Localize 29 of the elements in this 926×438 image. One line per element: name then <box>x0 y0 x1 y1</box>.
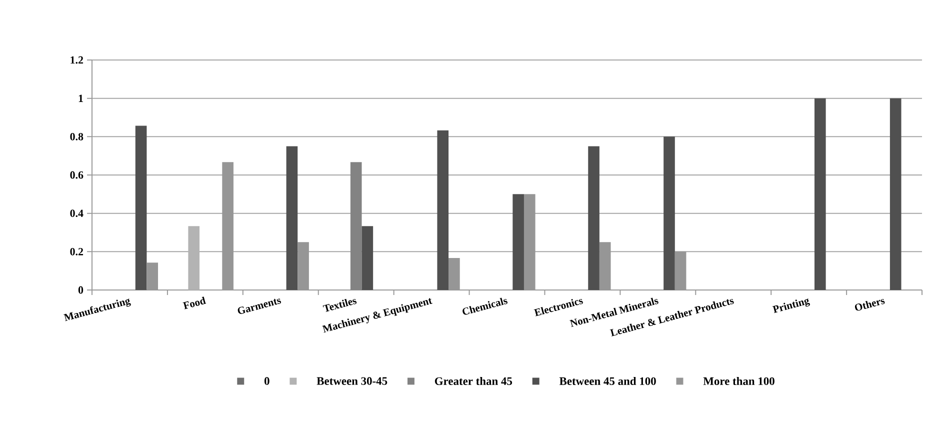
legend-label: 0 <box>264 377 270 385</box>
x-tick-label: Printing <box>772 298 810 314</box>
y-tick-label: 0.4 <box>70 210 84 218</box>
legend-label: Between 30-45 <box>316 377 388 385</box>
bar <box>135 126 147 290</box>
bar <box>437 130 449 290</box>
bar <box>512 194 524 290</box>
x-tick-label: Others <box>854 298 885 311</box>
bar <box>286 146 298 290</box>
x-tick-label: Textiles <box>322 298 357 312</box>
y-tick-label: 0 <box>78 286 84 294</box>
bar <box>814 98 826 290</box>
bar <box>890 98 902 290</box>
x-tick-label: Chemicals <box>462 298 508 315</box>
bar <box>664 136 675 290</box>
bar <box>362 226 374 290</box>
y-tick-label: 1 <box>78 94 83 102</box>
legend-label: More than 100 <box>703 376 774 386</box>
bar <box>350 162 362 290</box>
bar <box>588 146 600 290</box>
bar <box>188 226 200 290</box>
y-tick-label: 0.2 <box>70 248 84 256</box>
y-tick-label: 0.6 <box>70 171 84 179</box>
y-tick-label: 0.8 <box>70 132 84 140</box>
x-tick-label: Food <box>182 296 206 310</box>
x-tick-label: Garments <box>238 298 282 314</box>
legend-label: Between 45 and 100 <box>559 376 656 386</box>
legend-label: Greater than 45 <box>434 376 512 386</box>
y-tick-label: 1.2 <box>70 56 84 64</box>
